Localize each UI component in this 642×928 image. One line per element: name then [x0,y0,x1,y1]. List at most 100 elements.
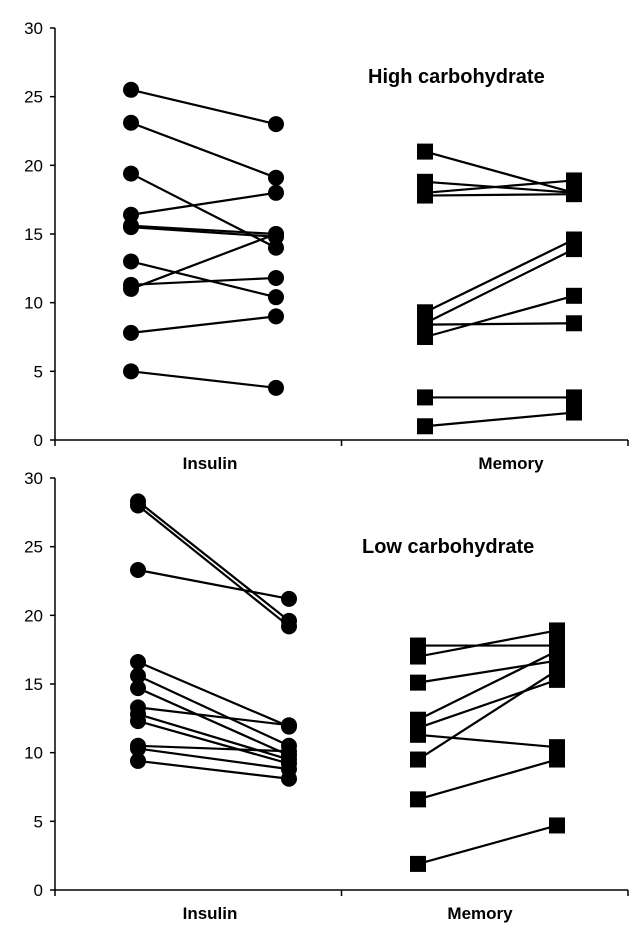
insulin-pair-line-4 [137,661,290,728]
memory-pair-line-9 [417,824,558,865]
y-tick-label-20: 20 [24,606,43,625]
y-tick-label-30: 30 [24,19,43,38]
y-tick-label-0: 0 [34,881,43,900]
memory-point-9-before [417,389,433,406]
memory-pair-line-5 [424,238,575,314]
insulin-pair-line-10 [130,315,277,334]
memory-point-6-after [549,739,565,756]
y-tick-label-30: 30 [24,469,43,488]
insulin-point-2-after [281,618,297,635]
insulin-point-11-before [123,363,139,380]
insulin-point-9-before [130,713,146,730]
insulin-point-10-after [281,743,297,760]
memory-point-9-after [566,389,582,406]
memory-point-3-before [410,674,426,691]
x-category-label-memory: Memory [478,454,544,473]
y-tick-label-10: 10 [24,744,43,763]
y-tick-label-5: 5 [34,812,43,831]
insulin-point-1-before [123,81,139,98]
insulin-point-10-before [123,324,139,341]
memory-pair-line-8 [424,294,575,339]
memory-point-7-before [410,751,426,768]
memory-point-4-after [549,643,565,660]
insulin-point-11-after [268,379,284,396]
memory-point-8-after [566,287,582,304]
insulin-point-8-after [268,269,284,286]
insulin-pair-line-3 [137,568,290,600]
memory-point-4-before [417,187,433,204]
insulin-point-11-before [130,740,146,757]
insulin-pair-line-11 [130,370,277,389]
insulin-point-3-after [268,239,284,256]
panel-title: High carbohydrate [368,66,545,88]
memory-point-9-after [549,817,565,834]
insulin-point-4-after [268,184,284,201]
y-tick-label-0: 0 [34,431,43,450]
memory-point-6-before [410,726,426,743]
insulin-pair-line-10 [137,744,290,753]
insulin-point-3-before [123,165,139,182]
memory-point-7-after [566,315,582,332]
memory-pair-line-7 [417,669,558,761]
memory-point-7-before [417,316,433,333]
insulin-pair-line-7 [130,260,277,299]
insulin-pair-line-11 [137,747,290,771]
insulin-pair-line-7 [137,706,290,727]
memory-pair-line-10 [424,411,575,428]
insulin-pair-line-6 [130,226,277,238]
insulin-pair-line-12 [137,759,290,780]
x-category-label-insulin: Insulin [183,454,238,473]
insulin-point-7-before [123,253,139,270]
memory-pair-line-1 [424,150,575,194]
memory-pair-line-5 [417,678,558,729]
insulin-pair-line-4 [130,191,277,216]
insulin-point-2-before [123,114,139,131]
memory-point-7-after [549,662,565,679]
y-tick-label-25: 25 [24,88,43,107]
insulin-pair-line-5 [130,224,277,236]
memory-pair-line-6 [417,733,558,749]
y-tick-label-10: 10 [24,294,43,313]
x-category-label-memory: Memory [447,904,513,923]
memory-pair-line-4 [424,193,575,197]
insulin-point-7-after [268,289,284,306]
chart-panel-2: 0 5 10 15 20 25 30 Insulin Memory Low carbohydrat… [24,469,629,923]
y-tick-label-20: 20 [24,156,43,175]
insulin-pair-line-9 [137,720,290,765]
memory-pair-line-2 [417,629,558,658]
memory-point-3-after [566,172,582,189]
memory-point-1-before [417,143,433,160]
insulin-point-7-after [281,717,297,734]
memory-pair-line-4 [417,650,558,721]
y-tick-label-25: 25 [24,538,43,557]
panel-title: Low carbohydrate [362,536,534,558]
memory-pair-line-3 [417,659,558,684]
memory-point-8-after [549,751,565,768]
memory-point-10-before [417,418,433,435]
insulin-point-10-after [268,308,284,325]
insulin-point-1-after [268,116,284,133]
insulin-point-5-before [130,667,146,684]
chart-panel-1: 0 5 10 15 20 25 30 Insulin Memory High carbohydra… [24,19,629,473]
insulin-point-12-after [281,770,297,787]
insulin-pair-line-9 [130,232,277,290]
insulin-point-2-before [130,497,146,514]
y-tick-label-15: 15 [24,225,43,244]
y-tick-label-5: 5 [34,362,43,381]
insulin-pair-line-1 [130,88,277,126]
insulin-point-9-before [123,280,139,297]
memory-pair-line-3 [424,179,575,194]
insulin-point-6-before [123,219,139,236]
insulin-point-12-before [130,752,146,769]
memory-point-10-after [566,404,582,421]
x-category-label-insulin: Insulin [183,904,238,923]
insulin-point-4-before [123,206,139,223]
insulin-point-2-after [268,169,284,186]
insulin-point-6-before [130,680,146,697]
memory-point-2-after [549,622,565,639]
insulin-pair-line-6 [137,687,290,757]
insulin-pair-line-5 [137,674,290,747]
memory-point-4-after [566,186,582,203]
y-tick-label-15: 15 [24,675,43,694]
